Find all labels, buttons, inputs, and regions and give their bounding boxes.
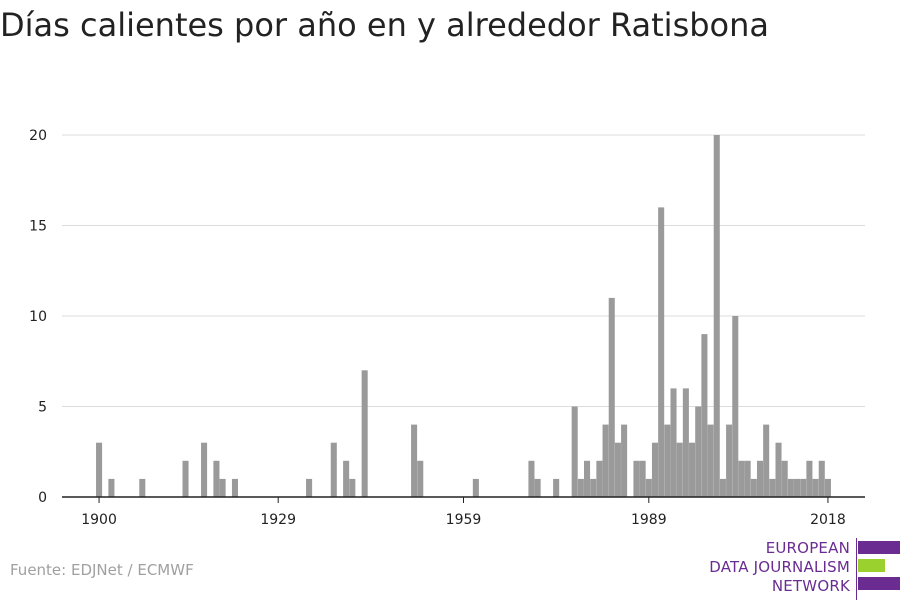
x-tick-label-1900: 1900 bbox=[81, 512, 117, 528]
edjnet-logo: EUROPEAN DATA JOURNALISM NETWORK bbox=[700, 538, 900, 600]
bar-2000 bbox=[713, 135, 720, 497]
bar-1983 bbox=[608, 297, 615, 497]
bar-2004 bbox=[738, 460, 745, 497]
bar-1917 bbox=[201, 442, 208, 497]
bar-2018 bbox=[824, 478, 831, 497]
bar-1989 bbox=[645, 478, 652, 497]
bar-1907 bbox=[139, 478, 146, 497]
bar-1994 bbox=[676, 442, 683, 497]
bar-2001 bbox=[719, 478, 726, 497]
bar-1940 bbox=[343, 460, 350, 497]
bar-1985 bbox=[621, 424, 628, 497]
bar-1982 bbox=[602, 424, 609, 497]
bar-1900 bbox=[96, 442, 103, 497]
y-tick-label-0: 0 bbox=[38, 490, 47, 506]
bar-1934 bbox=[306, 478, 313, 497]
bar-1970 bbox=[528, 460, 535, 497]
bar-1998 bbox=[701, 334, 708, 497]
bars bbox=[96, 135, 831, 497]
logo-bar-purple-top bbox=[858, 541, 900, 554]
bar-1984 bbox=[614, 442, 621, 497]
bar-2008 bbox=[763, 424, 770, 497]
x-axis: 1900 1929 1959 1989 2018 bbox=[62, 496, 865, 528]
bar-1971 bbox=[534, 478, 541, 497]
bar-1978 bbox=[577, 478, 584, 497]
bar-1987 bbox=[633, 460, 640, 497]
bar-2014 bbox=[800, 478, 807, 497]
bar-2003 bbox=[732, 316, 739, 497]
logo-bar-purple-bottom bbox=[858, 577, 900, 590]
chart-title: Días calientes por año en y alrededor Ra… bbox=[0, 6, 770, 44]
bar-1999 bbox=[707, 424, 714, 497]
y-axis-labels: 0 5 10 15 20 bbox=[29, 128, 47, 506]
logo-line-2: DATA JOURNALISM bbox=[709, 558, 850, 576]
bar-2009 bbox=[769, 478, 776, 497]
bar-2005 bbox=[744, 460, 751, 497]
logo-bar-green bbox=[858, 559, 885, 572]
bar-1919 bbox=[213, 460, 220, 497]
bar-1920 bbox=[219, 478, 226, 497]
bar-1941 bbox=[349, 478, 356, 497]
bar-2011 bbox=[781, 460, 788, 497]
bar-1914 bbox=[182, 460, 189, 497]
bar-1980 bbox=[590, 478, 597, 497]
bar-2010 bbox=[775, 442, 782, 497]
bar-2006 bbox=[750, 478, 757, 497]
bar-2015 bbox=[806, 460, 813, 497]
bar-1991 bbox=[658, 207, 665, 497]
bar-1993 bbox=[670, 388, 677, 497]
grid-lines bbox=[62, 134, 865, 407]
bar-1977 bbox=[571, 406, 578, 497]
y-tick-label-5: 5 bbox=[38, 400, 47, 416]
x-tick-label-2018: 2018 bbox=[810, 512, 846, 528]
bar-1996 bbox=[689, 442, 696, 497]
bar-2017 bbox=[818, 460, 825, 497]
y-tick-label-20: 20 bbox=[29, 128, 47, 144]
bar-1979 bbox=[584, 460, 591, 497]
bar-2013 bbox=[794, 478, 801, 497]
x-tick-label-1959: 1959 bbox=[446, 512, 482, 528]
bar-1961 bbox=[472, 478, 479, 497]
bar-1974 bbox=[553, 478, 560, 497]
bar-1922 bbox=[231, 478, 238, 497]
bar-1938 bbox=[330, 442, 337, 497]
bar-1981 bbox=[596, 460, 603, 497]
bar-1952 bbox=[417, 460, 424, 497]
logo-divider bbox=[856, 538, 857, 600]
bar-2016 bbox=[812, 478, 819, 497]
x-tick-label-1929: 1929 bbox=[260, 512, 296, 528]
source-note: Fuente: EDJNet / ECMWF bbox=[10, 561, 194, 579]
bar-1990 bbox=[651, 442, 659, 497]
logo-line-3: NETWORK bbox=[771, 577, 850, 595]
bar-2002 bbox=[726, 424, 733, 497]
bar-2012 bbox=[787, 478, 794, 497]
bar-1995 bbox=[682, 388, 689, 497]
logo-line-1: EUROPEAN bbox=[765, 539, 850, 557]
bar-1943 bbox=[361, 370, 368, 497]
bar-1902 bbox=[108, 478, 115, 497]
bar-1992 bbox=[664, 424, 671, 497]
x-tick-label-1989: 1989 bbox=[631, 512, 667, 528]
bar-1951 bbox=[411, 424, 418, 497]
y-tick-label-10: 10 bbox=[29, 309, 47, 325]
bar-1988 bbox=[639, 460, 646, 497]
bar-2007 bbox=[756, 460, 764, 497]
y-tick-label-15: 15 bbox=[29, 219, 47, 235]
bar-1997 bbox=[695, 406, 702, 497]
